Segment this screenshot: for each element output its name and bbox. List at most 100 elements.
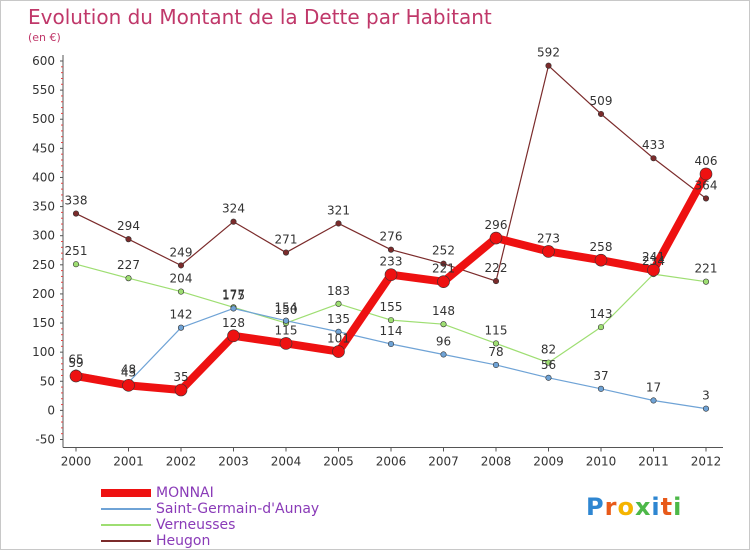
data-point: [545, 62, 552, 69]
legend-swatch: [101, 508, 151, 510]
data-point: [177, 288, 185, 295]
data-label: 148: [432, 304, 455, 318]
y-tick-label: 100: [32, 345, 55, 359]
data-point: [177, 262, 185, 269]
x-tick-label: 2010: [586, 455, 617, 469]
data-label: 294: [117, 219, 140, 233]
x-tick-label: 2008: [481, 455, 512, 469]
data-point: [647, 263, 660, 277]
data-label: 221: [432, 262, 455, 276]
data-point: [282, 317, 290, 324]
data-label: 56: [541, 358, 556, 372]
data-label: 43: [121, 365, 136, 379]
proxiti-logo: Proxiti: [586, 493, 683, 521]
data-label: 273: [537, 231, 560, 245]
data-label: 96: [436, 334, 451, 348]
data-label: 143: [590, 307, 613, 321]
data-label: 115: [275, 323, 298, 337]
legend-swatch: [101, 524, 151, 526]
data-label: 59: [68, 356, 83, 370]
data-label: 251: [65, 244, 88, 258]
y-tick-label: 200: [32, 287, 55, 301]
data-point: [545, 359, 552, 366]
legend-swatch: [101, 540, 151, 542]
data-label: 364: [695, 178, 718, 192]
data-label: 175: [222, 288, 245, 302]
y-tick-label: -50: [35, 433, 55, 447]
data-label: 82: [541, 343, 556, 357]
legend-swatch: [101, 489, 151, 497]
data-point: [492, 361, 500, 369]
chart-unit-label: (en €): [28, 31, 61, 44]
data-label: 258: [590, 240, 613, 254]
data-point: [489, 231, 503, 245]
legend-label: MONNAI: [156, 485, 214, 501]
data-label: 296: [485, 218, 508, 232]
legend-label: Saint-Germain-d'Aunay: [156, 501, 320, 517]
data-label: 276: [380, 230, 403, 244]
data-label: 233: [380, 255, 403, 269]
data-label: 150: [275, 303, 298, 317]
data-label: 241: [642, 250, 665, 264]
data-label: 35: [173, 370, 188, 384]
data-label: 406: [695, 154, 718, 168]
y-tick-label: 550: [32, 83, 55, 97]
data-label: 135: [327, 312, 350, 326]
data-point: [282, 249, 290, 256]
data-point: [227, 329, 240, 343]
data-point: [440, 260, 447, 267]
legend-item: Verneusses: [101, 517, 401, 533]
data-point: [125, 236, 132, 243]
data-point: [384, 268, 398, 282]
legend-label: Verneusses: [156, 517, 236, 533]
data-point: [125, 275, 132, 282]
data-point: [702, 195, 710, 202]
data-label: 37: [593, 369, 608, 383]
data-point: [335, 300, 342, 307]
data-label: 154: [275, 301, 298, 315]
y-tick-label: 300: [32, 229, 55, 243]
x-tick-label: 2005: [323, 455, 354, 469]
x-tick-label: 2001: [113, 455, 144, 469]
data-point: [72, 261, 80, 268]
data-label: 17: [646, 380, 661, 394]
data-label: 65: [68, 353, 83, 367]
data-point: [492, 278, 500, 285]
data-point: [437, 275, 450, 288]
data-point: [702, 278, 710, 285]
y-tick-label: 450: [32, 141, 55, 155]
data-label: 222: [485, 261, 508, 275]
data-point: [597, 110, 605, 118]
data-label: 78: [488, 345, 503, 359]
data-label: 433: [642, 138, 665, 152]
legend-item: MONNAI: [101, 485, 401, 501]
data-point: [542, 245, 555, 258]
data-label: 177: [222, 287, 245, 301]
data-point: [440, 321, 447, 328]
data-point: [332, 345, 345, 358]
data-point: [387, 340, 395, 348]
data-label: 271: [275, 233, 298, 247]
y-tick-label: 0: [47, 403, 55, 417]
y-tick-label: 50: [40, 374, 55, 388]
y-tick-label: 400: [32, 170, 55, 184]
x-tick-label: 2006: [376, 455, 407, 469]
data-point: [279, 337, 293, 350]
x-tick-label: 2004: [271, 455, 302, 469]
data-point: [440, 351, 447, 358]
data-label: 142: [170, 308, 193, 322]
data-point: [335, 328, 342, 335]
data-label: 592: [537, 46, 560, 60]
data-point: [597, 324, 605, 331]
chart-title: Evolution du Montant de la Dette par Hab…: [28, 5, 492, 29]
data-label: 234: [642, 254, 665, 268]
legend: MONNAI Saint-Germain-d'Aunay Verneusses Heu…: [101, 485, 401, 549]
x-tick-label: 2000: [61, 455, 92, 469]
legend-item: Heugon: [101, 533, 401, 549]
x-tick-label: 2009: [533, 455, 564, 469]
y-tick-label: 600: [32, 54, 55, 68]
data-label: 324: [222, 202, 245, 216]
x-tick-label: 2003: [218, 455, 249, 469]
legend-item: Saint-Germain-d'Aunay: [101, 501, 401, 517]
data-label: 114: [380, 324, 403, 338]
